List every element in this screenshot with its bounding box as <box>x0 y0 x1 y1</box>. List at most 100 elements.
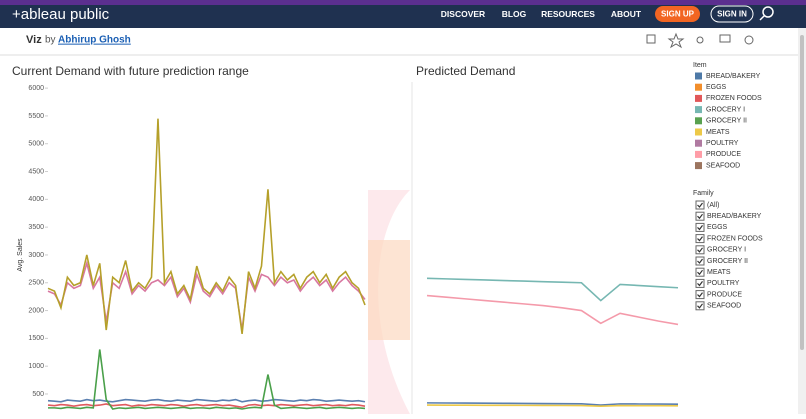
check-mark <box>697 292 703 298</box>
check-mark <box>697 225 703 231</box>
signup-button[interactable] <box>655 6 700 22</box>
search-icon[interactable] <box>762 6 774 18</box>
filter-label[interactable]: PRODUCE <box>707 291 742 298</box>
legend-swatch <box>695 83 702 91</box>
series-line <box>47 398 366 403</box>
filter-label[interactable]: FROZEN FOODS <box>707 235 763 242</box>
filter-label[interactable]: GROCERY II <box>707 258 748 265</box>
share-icon[interactable] <box>696 36 704 44</box>
legend-label: SEAFOOD <box>706 162 740 169</box>
user-icon[interactable] <box>744 35 754 45</box>
legend-swatch <box>695 94 702 102</box>
signin-button[interactable] <box>710 5 754 23</box>
checkbox[interactable] <box>695 211 705 221</box>
check-mark <box>697 247 703 253</box>
y-tick-label: 5500 <box>28 113 44 120</box>
checkbox[interactable] <box>695 245 705 255</box>
series-line <box>426 277 679 302</box>
checkbox[interactable] <box>695 290 705 300</box>
checkbox[interactable] <box>695 222 705 232</box>
search-handle <box>759 15 765 21</box>
check-mark <box>697 202 703 208</box>
check-mark <box>697 281 703 287</box>
filter-label[interactable]: MEATS <box>707 269 731 276</box>
y-tick-label: 2000 <box>28 307 44 314</box>
legend-label: PRODUCE <box>706 151 741 158</box>
series-line <box>47 118 366 335</box>
y-tick-label: 2500 <box>28 280 44 287</box>
viz-label: Viz <box>26 34 42 46</box>
check-mark <box>697 258 703 264</box>
legend-swatch <box>695 162 702 170</box>
star-icon[interactable] <box>667 32 685 49</box>
series-line <box>426 402 679 406</box>
nav-link[interactable]: DISCOVER <box>441 9 485 19</box>
series-line <box>426 404 679 408</box>
legend-swatch <box>695 117 702 125</box>
legend-swatch <box>695 139 702 147</box>
y-tick-label: 4000 <box>28 196 44 203</box>
y-tick-label: 500 <box>32 391 44 398</box>
y-axis-label: Avg. Sales <box>17 238 24 272</box>
legend-label: GROCERY I <box>706 106 745 113</box>
legend-swatch <box>695 106 702 114</box>
checkbox[interactable] <box>695 278 705 288</box>
checkbox[interactable] <box>695 200 705 210</box>
filter-title: Family <box>693 190 714 197</box>
check-mark <box>697 303 703 309</box>
legend-label: FROZEN FOODS <box>706 95 762 102</box>
prediction-range <box>368 240 410 340</box>
y-tick-label: 5000 <box>28 141 44 148</box>
scroll-thumb[interactable] <box>800 35 804 350</box>
y-tick-label: 1000 <box>28 363 44 370</box>
check-mark <box>697 236 703 242</box>
check-mark <box>697 213 703 220</box>
series-line <box>47 260 366 331</box>
check-mark <box>697 269 703 276</box>
nav-link[interactable]: BLOG <box>502 9 527 19</box>
legend-label: EGGS <box>706 84 727 91</box>
checkbox[interactable] <box>695 301 705 311</box>
checkbox[interactable] <box>695 234 705 244</box>
legend-title: Item <box>693 62 707 69</box>
top-strip <box>0 0 806 5</box>
copy-icon[interactable] <box>646 34 656 44</box>
legend-swatch <box>695 150 702 158</box>
legend-label: BREAD/BAKERY <box>706 73 761 80</box>
filter-label[interactable]: GROCERY I <box>707 247 746 254</box>
legend-swatch <box>695 72 702 80</box>
signin-text[interactable]: SIGN IN <box>717 10 747 19</box>
series-line <box>426 294 679 326</box>
y-tick-label: 4500 <box>28 168 44 175</box>
legend-label: MEATS <box>706 129 730 136</box>
download-icon[interactable] <box>719 34 731 43</box>
y-tick-label: 3000 <box>28 252 44 259</box>
series-line <box>47 403 366 409</box>
signup-text[interactable]: SIGN UP <box>661 10 695 19</box>
legend-label: POULTRY <box>706 140 739 147</box>
filter-label[interactable]: (All) <box>707 202 719 209</box>
right-chart-title: Predicted Demand <box>416 64 515 78</box>
legend-label: GROCERY II <box>706 118 747 125</box>
toolbar-icons <box>646 32 754 49</box>
logo[interactable]: +ableau public <box>12 6 110 23</box>
filter-label[interactable]: EGGS <box>707 224 728 231</box>
nav-bar <box>0 5 806 28</box>
left-chart-title: Current Demand with future prediction ra… <box>12 64 249 78</box>
filter-label[interactable]: POULTRY <box>707 280 740 287</box>
series-line <box>48 349 366 410</box>
by-label: by <box>45 35 56 46</box>
y-tick-label: 6000 <box>28 85 44 92</box>
checkbox[interactable] <box>695 256 705 266</box>
nav-link[interactable]: RESOURCES <box>541 9 595 19</box>
filter-label[interactable]: SEAFOOD <box>707 303 741 310</box>
y-tick-label: 1500 <box>28 335 44 342</box>
legend-swatch <box>695 128 702 136</box>
y-tick-label: 3500 <box>28 224 44 231</box>
checkbox[interactable] <box>695 267 705 277</box>
nav-link[interactable]: ABOUT <box>611 9 642 19</box>
filter-label[interactable]: BREAD/BAKERY <box>707 213 762 220</box>
author-link[interactable]: Abhirup Ghosh <box>58 35 131 46</box>
